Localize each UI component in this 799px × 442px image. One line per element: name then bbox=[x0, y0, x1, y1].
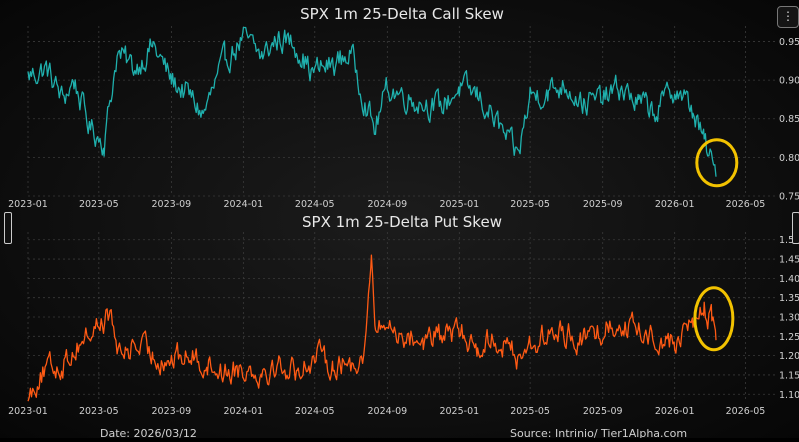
call-skew-x-tick-label: 2025-01 bbox=[439, 199, 479, 210]
source-footer: Source: Intrinio/ Tier1Alpha.com bbox=[510, 427, 687, 438]
call-skew-y-tick-label: 0.85 bbox=[779, 114, 799, 125]
put-skew-y-tick-label: 1.50 bbox=[779, 235, 799, 246]
call-skew-x-tick-label: 2023-01 bbox=[8, 199, 48, 210]
put-skew-x-tick-label: 2024-09 bbox=[367, 406, 407, 417]
put-skew-highlight bbox=[693, 286, 735, 352]
call-skew-x-axis: 2023-01 2023-05 2023-09 2024-01 2024-05 2024-… bbox=[8, 199, 765, 210]
call-skew-x-tick-label: 2026-05 bbox=[726, 199, 766, 210]
call-skew-grid bbox=[27, 26, 775, 197]
put-skew-x-tick-label: 2025-09 bbox=[583, 406, 623, 417]
put-skew-y-tick-label: 1.30 bbox=[779, 313, 799, 324]
call-skew-panel: SPX 1m 25-Delta Call Skew 2023-01 2023-05… bbox=[8, 5, 799, 210]
put-skew-x-tick-label: 2023-05 bbox=[79, 406, 119, 417]
put-skew-y-tick-label: 1.10 bbox=[779, 390, 799, 401]
put-skew-grid bbox=[27, 232, 775, 402]
call-skew-x-tick-label: 2025-05 bbox=[510, 199, 550, 210]
more-options-button[interactable]: ⋮ bbox=[777, 6, 799, 28]
put-skew-y-tick-label: 1.40 bbox=[779, 274, 799, 285]
call-skew-y-axis: 0.75 0.80 0.85 0.90 0.95 bbox=[779, 37, 799, 203]
put-skew-series bbox=[27, 254, 717, 402]
call-skew-y-tick-label: 0.95 bbox=[779, 37, 799, 48]
put-skew-y-tick-label: 1.25 bbox=[779, 332, 799, 343]
call-skew-highlight bbox=[695, 138, 739, 188]
put-skew-x-tick-label: 2026-05 bbox=[726, 406, 766, 417]
resize-handle-right[interactable] bbox=[792, 212, 799, 244]
put-skew-y-axis: 1.10 1.15 1.20 1.25 1.30 1.35 1.40 1.45 1.50 bbox=[779, 235, 799, 401]
put-skew-line bbox=[27, 254, 717, 402]
call-skew-x-tick-label: 2023-09 bbox=[152, 199, 192, 210]
call-skew-y-tick-label: 0.75 bbox=[779, 192, 799, 203]
call-skew-x-tick-label: 2023-05 bbox=[79, 199, 119, 210]
call-skew-x-tick-label: 2026-01 bbox=[655, 199, 695, 210]
put-skew-x-tick-label: 2023-09 bbox=[152, 406, 192, 417]
put-skew-x-tick-label: 2024-01 bbox=[224, 406, 264, 417]
call-skew-highlight-circle bbox=[695, 138, 739, 188]
put-skew-y-tick-label: 1.15 bbox=[779, 370, 799, 381]
call-skew-y-tick-label: 0.90 bbox=[779, 76, 799, 87]
put-skew-x-tick-label: 2026-01 bbox=[655, 406, 695, 417]
call-skew-y-tick-label: 0.80 bbox=[779, 153, 799, 164]
call-skew-x-tick-label: 2024-09 bbox=[367, 199, 407, 210]
put-skew-x-tick-label: 2023-01 bbox=[8, 406, 48, 417]
call-skew-title: SPX 1m 25-Delta Call Skew bbox=[300, 5, 504, 23]
put-skew-x-axis: 2023-01 2023-05 2023-09 2024-01 2024-05 2024-… bbox=[8, 406, 765, 417]
call-skew-x-tick-label: 2025-09 bbox=[583, 199, 623, 210]
call-skew-line bbox=[27, 26, 717, 177]
put-skew-x-tick-label: 2025-05 bbox=[510, 406, 550, 417]
put-skew-y-tick-label: 1.45 bbox=[779, 255, 799, 266]
put-skew-y-tick-label: 1.20 bbox=[779, 351, 799, 362]
put-skew-x-tick-label: 2025-01 bbox=[439, 406, 479, 417]
call-skew-x-tick-label: 2024-01 bbox=[224, 199, 264, 210]
resize-handle-left[interactable] bbox=[4, 212, 12, 244]
call-skew-series bbox=[27, 26, 717, 177]
call-skew-x-tick-label: 2024-05 bbox=[295, 199, 335, 210]
put-skew-x-tick-label: 2024-05 bbox=[295, 406, 335, 417]
put-skew-title: SPX 1m 25-Delta Put Skew bbox=[302, 213, 502, 231]
put-skew-panel: SPX 1m 25-Delta Put Skew 2023-01 2023-05 2… bbox=[8, 213, 799, 417]
put-skew-highlight-circle bbox=[693, 286, 735, 352]
date-footer: Date: 2026/03/12 bbox=[100, 427, 197, 438]
put-skew-y-tick-label: 1.35 bbox=[779, 293, 799, 304]
